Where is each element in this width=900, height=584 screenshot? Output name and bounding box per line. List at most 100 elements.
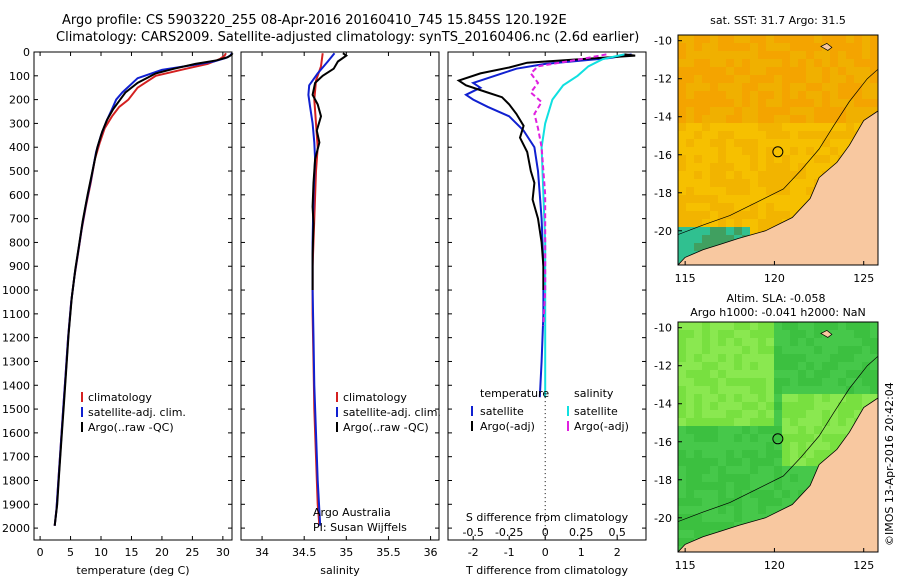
map-cell xyxy=(702,195,710,203)
map-cell xyxy=(726,43,734,51)
map-cell xyxy=(750,330,758,338)
map-cell xyxy=(718,179,726,187)
map-cell xyxy=(854,75,862,83)
map-cell xyxy=(830,386,838,394)
map-cell xyxy=(790,458,798,466)
map-cell xyxy=(758,354,766,362)
map-cell xyxy=(734,35,742,43)
map-cell xyxy=(702,243,710,251)
map-cell xyxy=(798,163,806,171)
map-cell xyxy=(734,370,742,378)
map-cell xyxy=(678,530,686,538)
map-cell xyxy=(806,75,814,83)
map-cell xyxy=(678,171,686,179)
map-cell xyxy=(790,418,798,426)
map-cell xyxy=(870,370,878,378)
map-cell xyxy=(678,498,686,506)
map-cell xyxy=(774,107,782,115)
map-cell xyxy=(750,219,758,227)
map-cell xyxy=(710,59,718,67)
map-cell xyxy=(862,330,870,338)
map-cell xyxy=(742,466,750,474)
map-cell xyxy=(830,43,838,51)
map-cell xyxy=(830,35,838,43)
map-cell xyxy=(694,171,702,179)
map-cell xyxy=(678,474,686,482)
map-cell xyxy=(806,67,814,75)
legend-title: temperature xyxy=(480,387,549,400)
map-cell xyxy=(710,139,718,147)
map-cell xyxy=(846,107,854,115)
y-tick-label: 1000 xyxy=(2,284,30,297)
map-cell xyxy=(758,123,766,131)
map-cell xyxy=(702,482,710,490)
map-cell xyxy=(710,402,718,410)
map-cell xyxy=(782,171,790,179)
map-cell xyxy=(694,203,702,211)
map-cell xyxy=(822,410,830,418)
map-cell xyxy=(830,91,838,99)
map-cell xyxy=(742,418,750,426)
map-cell xyxy=(710,346,718,354)
map-cell xyxy=(806,426,814,434)
map-cell xyxy=(710,67,718,75)
legend-label: Argo(..raw -QC) xyxy=(88,421,174,434)
map-cell xyxy=(702,450,710,458)
map-cell xyxy=(774,67,782,75)
map-cell xyxy=(710,35,718,43)
map-cell xyxy=(718,338,726,346)
map-cell xyxy=(758,147,766,155)
map-cell xyxy=(814,107,822,115)
map-cell xyxy=(686,115,694,123)
map-cell xyxy=(782,330,790,338)
map-cell xyxy=(726,171,734,179)
y-tick-label: -18 xyxy=(654,187,672,200)
map-cell xyxy=(734,171,742,179)
map-cell xyxy=(766,322,774,330)
map-cell xyxy=(686,426,694,434)
map-cell xyxy=(678,378,686,386)
map-cell xyxy=(694,482,702,490)
map-cell xyxy=(742,219,750,227)
map-cell xyxy=(854,370,862,378)
map-cell xyxy=(718,43,726,51)
map-cell xyxy=(758,362,766,370)
map-cell xyxy=(790,123,798,131)
map-cell xyxy=(734,386,742,394)
map-cell xyxy=(678,195,686,203)
map-cell xyxy=(838,434,846,442)
map-cell xyxy=(790,426,798,434)
map-cell xyxy=(830,67,838,75)
map-cell xyxy=(822,394,830,402)
map-cell xyxy=(694,370,702,378)
map-cell xyxy=(870,83,878,91)
map-cell xyxy=(718,155,726,163)
map-cell xyxy=(814,458,822,466)
map-cell xyxy=(686,107,694,115)
map-cell xyxy=(838,43,846,51)
map-cell xyxy=(750,155,758,163)
map-cell xyxy=(854,59,862,67)
map-cell xyxy=(750,402,758,410)
map-cell xyxy=(718,115,726,123)
map-cell xyxy=(814,83,822,91)
map-cell xyxy=(726,235,734,243)
series-argo-raw-qc- xyxy=(311,52,349,290)
map-cell xyxy=(726,514,734,522)
map-cell xyxy=(846,402,854,410)
map-cell xyxy=(774,115,782,123)
map-cell xyxy=(862,67,870,75)
map-cell xyxy=(702,474,710,482)
map-cell xyxy=(734,227,742,235)
map-cell xyxy=(870,107,878,115)
map-cell xyxy=(702,394,710,402)
map-cell xyxy=(782,362,790,370)
map-cell xyxy=(758,115,766,123)
map-cell xyxy=(718,59,726,67)
map-cell xyxy=(766,219,774,227)
map-cell xyxy=(742,35,750,43)
map-cell xyxy=(838,322,846,330)
map-cell xyxy=(774,163,782,171)
map-cell xyxy=(870,322,878,330)
map-cell xyxy=(750,498,758,506)
